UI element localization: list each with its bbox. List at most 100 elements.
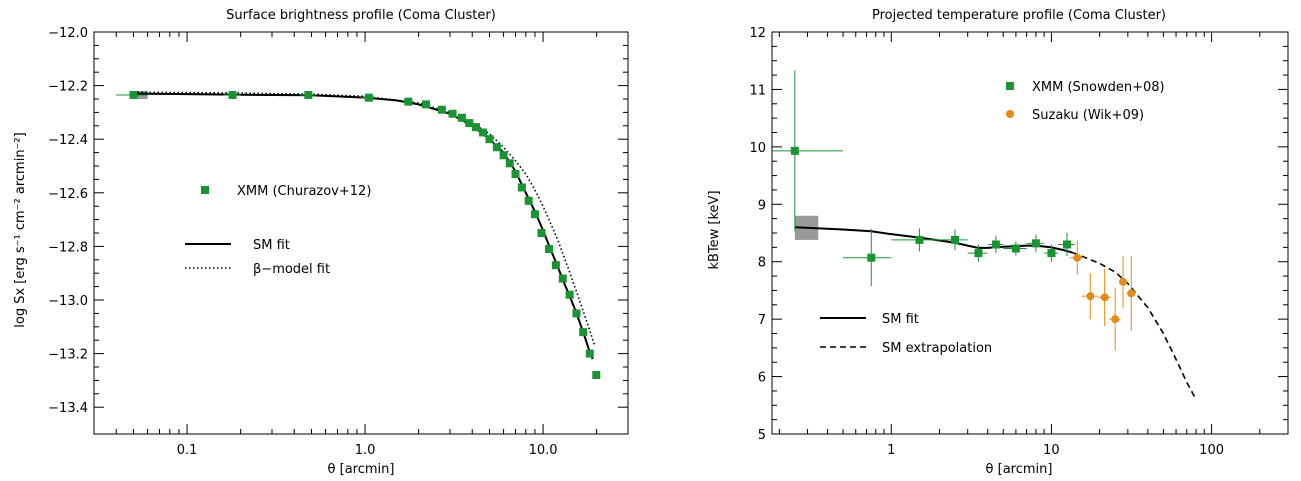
legend-label: XMM (Snowden+08): [1032, 80, 1165, 95]
data-point: [472, 123, 481, 132]
x-axis-label: θ [arcmin]: [986, 462, 1053, 477]
data-point: [485, 135, 494, 144]
y-tick-label: 9: [758, 198, 766, 213]
data-point: [867, 253, 876, 262]
y-tick-label: 6: [758, 371, 766, 386]
legend-item: SM fit: [185, 238, 290, 253]
legend-item: β−model fit: [185, 262, 330, 277]
chart-title: Surface brightness profile (Coma Cluster…: [226, 8, 496, 23]
data-point: [530, 210, 539, 219]
data-point: [499, 151, 508, 160]
chart-title: Projected temperature profile (Coma Clus…: [872, 8, 1166, 23]
x-tick-label: 1: [887, 443, 895, 458]
x-axis-label: θ [arcmin]: [328, 462, 395, 477]
data-point: [1100, 293, 1109, 302]
data-point: [991, 240, 1000, 249]
legend: XMM (Churazov+12) SM fit β−model fit: [185, 184, 371, 277]
surface-brightness-chart: Surface brightness profile (Coma Cluster…: [13, 8, 629, 477]
legend-item: XMM (Churazov+12): [201, 184, 371, 199]
plot-area: 0.1 1.0 10.0 −12.0 −12.2 −12.4 −12.6 −12.8 −13.0…: [48, 26, 629, 458]
data-point: [592, 371, 601, 380]
y-axis-label: kBTew [keV]: [707, 190, 722, 269]
y-tick-label: 10: [749, 141, 766, 156]
legend-label: Suzaku (Wik+09): [1032, 108, 1144, 123]
data-point: [524, 196, 533, 205]
data-point: [505, 159, 514, 168]
data-point: [465, 119, 474, 128]
legend-item: Suzaku (Wik+09): [1006, 108, 1144, 123]
y-tick-label: −13.2: [48, 348, 88, 363]
series-line-solid: [133, 92, 594, 360]
x-tick-label: 10: [1043, 443, 1060, 458]
y-axis-label: log Sx [erg s⁻¹ cm⁻² arcmin⁻²]: [13, 132, 28, 327]
data-point: [545, 245, 554, 254]
y-tick-label: 12: [749, 26, 766, 41]
data-point: [448, 109, 457, 118]
data-point: [1031, 239, 1040, 248]
legend-label: β−model fit: [253, 262, 330, 277]
data-point: [1119, 277, 1128, 286]
data-point: [974, 249, 983, 258]
data-point: [537, 229, 546, 237]
legend-swatch: [1006, 82, 1014, 90]
y-tick-label: 7: [758, 313, 766, 328]
x-tick-label: 0.1: [177, 443, 198, 458]
y-tick-label: 11: [749, 83, 766, 98]
data-point: [517, 183, 526, 192]
y-tick-label: −13.0: [48, 294, 88, 309]
data-point: [364, 93, 373, 102]
data-point: [915, 235, 924, 244]
data-point: [790, 146, 799, 155]
y-tick-label: −12.0: [48, 26, 88, 41]
legend-label: SM fit: [882, 312, 919, 327]
data-point: [1111, 315, 1120, 324]
data-point: [422, 100, 431, 109]
data-point: [437, 105, 446, 114]
data-point: [1086, 292, 1095, 301]
data-point: [479, 128, 488, 137]
temperature-chart: Projected temperature profile (Coma Clus…: [707, 8, 1289, 477]
data-point: [457, 113, 466, 122]
data-point: [951, 235, 960, 244]
legend-swatch: [1006, 110, 1014, 118]
data-point: [572, 309, 581, 318]
data-point: [585, 349, 594, 358]
x-tick-label: 100: [1199, 443, 1224, 458]
x-tick-label: 10.0: [529, 443, 558, 458]
y-tick-label: −12.2: [48, 80, 88, 95]
data-point: [558, 274, 567, 283]
data-point: [1073, 253, 1082, 262]
legend-label: XMM (Churazov+12): [237, 184, 371, 199]
series-line-dotted: [133, 91, 596, 346]
y-tick-label: 5: [758, 428, 766, 443]
y-tick-label: −12.4: [48, 133, 88, 148]
data-point: [1047, 249, 1056, 258]
data-point: [1062, 240, 1071, 249]
y-tick-label: −12.6: [48, 187, 88, 202]
data-point: [228, 90, 237, 99]
legend-item: SM fit: [820, 312, 919, 327]
x-tick-label: 1.0: [355, 443, 376, 458]
y-tick-label: −13.4: [48, 401, 88, 416]
legend-label: SM fit: [253, 238, 290, 253]
plot-area: 1 10 100 5 6 7 8 9 10 11 12 XMM (Snowden+08) Suzaku …: [749, 26, 1289, 458]
series-layer: [772, 70, 1197, 400]
legend-item: XMM (Snowden+08): [1006, 80, 1165, 95]
data-point: [511, 170, 520, 179]
data-point: [565, 290, 574, 299]
data-point: [1011, 244, 1020, 253]
data-point: [551, 261, 560, 270]
y-tick-label: −12.8: [48, 240, 88, 255]
legend: XMM (Snowden+08) Suzaku (Wik+09) SM fit SM …: [820, 80, 1165, 356]
y-tick-label: 8: [758, 256, 766, 271]
series-line-dashed: [1072, 251, 1197, 400]
data-point: [492, 143, 501, 152]
legend-label: SM extrapolation: [882, 341, 992, 356]
data-point: [304, 90, 313, 99]
legend-swatch: [201, 186, 209, 194]
data-point: [579, 328, 588, 337]
data-point: [129, 90, 138, 99]
plot-frame: [771, 31, 1289, 435]
data-point: [404, 97, 413, 106]
